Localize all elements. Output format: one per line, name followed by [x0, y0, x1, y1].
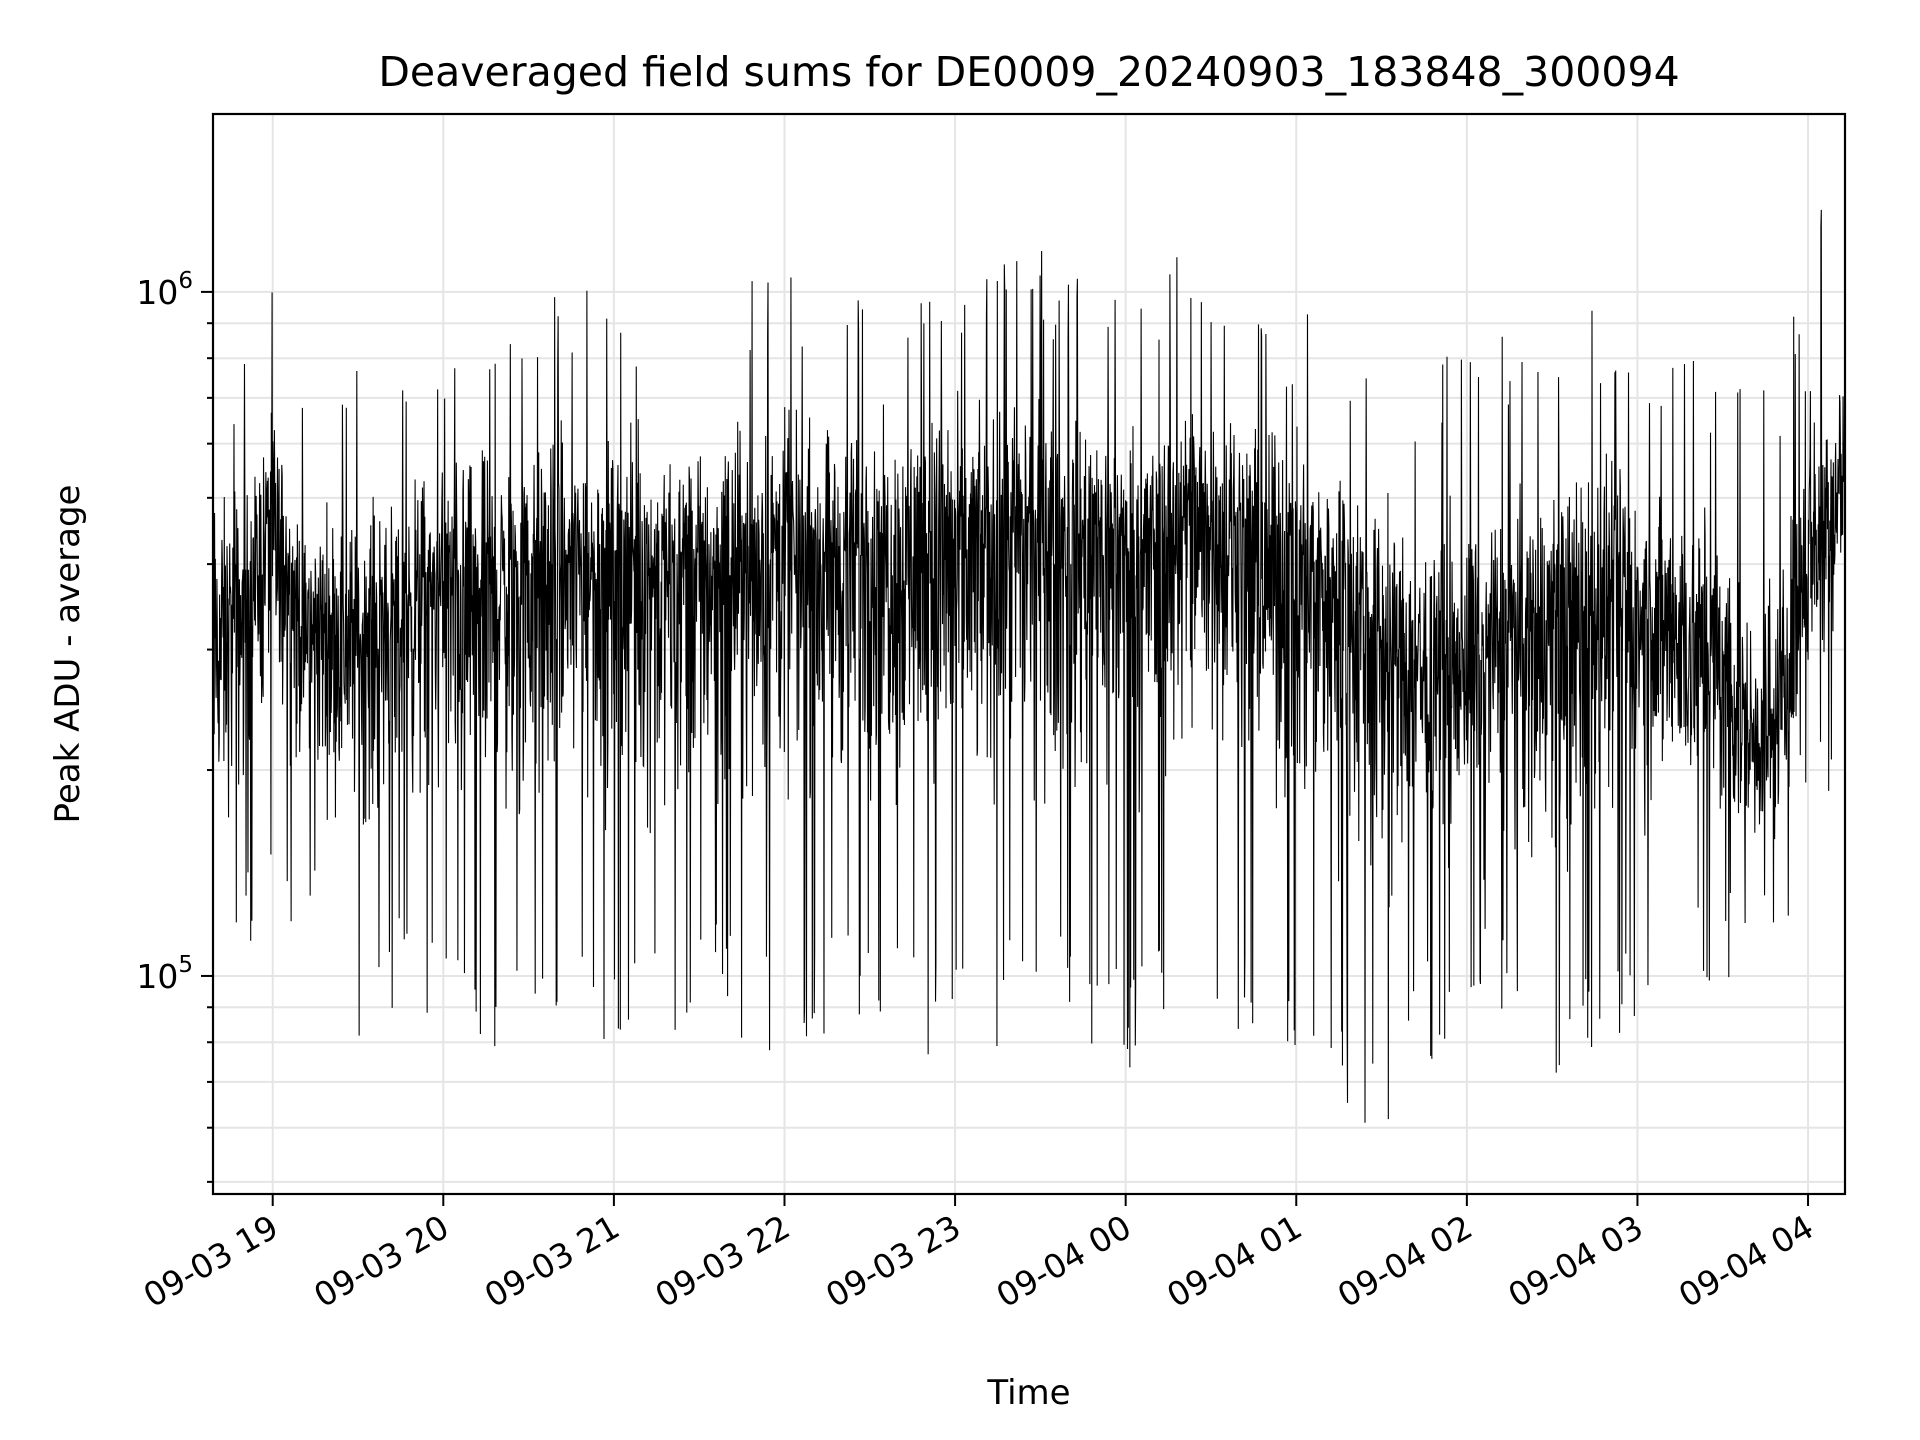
x-tick-label: 09-04 00 [990, 1207, 1138, 1315]
y-axis-ticks: 105 106 [136, 268, 213, 1183]
x-tick-label: 09-04 01 [1160, 1207, 1308, 1315]
x-tick-label: 09-03 19 [137, 1207, 285, 1315]
x-tick-label: 09-04 04 [1672, 1207, 1820, 1315]
y-tick-label: 106 [136, 268, 193, 312]
plot-frame [211, 112, 1847, 1196]
grid-lines [213, 114, 1845, 1194]
chart-title: Deaveraged field sums for DE0009_2024090… [378, 48, 1679, 96]
y-axis-label: Peak ADU - average [48, 485, 88, 824]
x-axis-label: Time [986, 1373, 1070, 1413]
x-tick-label: 09-03 23 [819, 1207, 967, 1315]
x-axis-ticks: 09-03 19 09-03 20 09-03 21 09-03 22 09-03 23… [137, 1194, 1820, 1315]
x-tick-label: 09-04 02 [1331, 1207, 1479, 1315]
x-tick-label: 09-03 20 [307, 1207, 455, 1315]
x-tick-label: 09-03 22 [648, 1207, 796, 1315]
x-tick-label: 09-04 03 [1501, 1207, 1649, 1315]
x-tick-label: 09-03 21 [478, 1207, 626, 1315]
series-line [212, 209, 1846, 1123]
data-series [212, 209, 1846, 1123]
y-tick-label: 105 [136, 952, 193, 996]
